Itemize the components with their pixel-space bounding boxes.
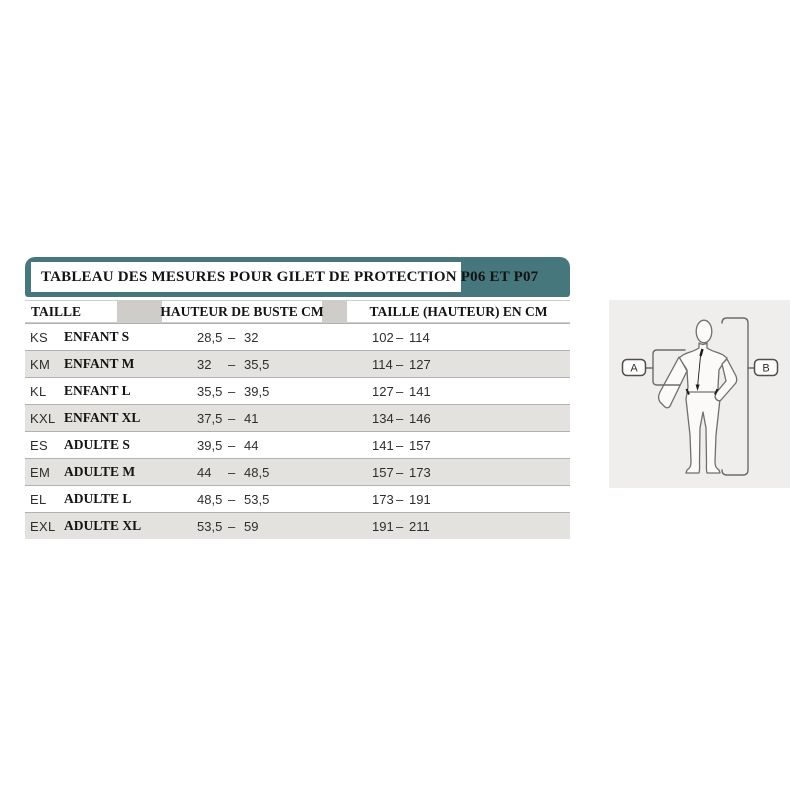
head	[695, 319, 713, 344]
table-row: KS ENFANT S 28,5–32 102–114	[25, 323, 570, 350]
size-name: ADULTE M	[64, 464, 136, 479]
left-arm	[657, 356, 688, 409]
size-name: ENFANT L	[64, 383, 131, 398]
right-arm	[714, 358, 738, 402]
torso-and-legs	[678, 342, 728, 474]
height-range: 157–173	[372, 464, 431, 480]
bust-measure-marks	[685, 348, 719, 395]
table-row: EXL ADULTE XL 53,5–59 191–211	[25, 512, 570, 539]
size-name: ENFANT XL	[64, 410, 141, 425]
bust-range: 39,5–44	[197, 437, 259, 453]
column-header-height: TAILLE (HAUTEUR) EN CM	[347, 301, 570, 322]
table-row: EL ADULTE L 48,5–53,5 173–191	[25, 485, 570, 512]
bust-range: 35,5–39,5	[197, 383, 270, 399]
size-code: ES	[30, 437, 48, 453]
body-measurement-diagram: A B	[621, 317, 779, 476]
chart-header-bar: TABLEAU DES MESURES POUR GILET DE PROTEC…	[25, 257, 570, 297]
size-code: EXL	[30, 518, 56, 534]
height-range: 102–114	[372, 329, 430, 345]
human-silhouette	[657, 319, 738, 474]
table-row: KM ENFANT M 32–35,5 114–127	[25, 350, 570, 377]
height-range: 127–141	[372, 383, 431, 399]
bust-range: 32–35,5	[197, 356, 270, 372]
height-range: 191–211	[372, 518, 430, 534]
label-a-text: A	[630, 363, 638, 375]
table-row: KL ENFANT L 35,5–39,5 127–141	[25, 377, 570, 404]
size-name: ENFANT S	[64, 329, 130, 344]
bracket-a	[644, 349, 686, 386]
chart-title: TABLEAU DES MESURES POUR GILET DE PROTEC…	[41, 268, 539, 285]
label-b-text: B	[762, 363, 769, 375]
size-code: KL	[30, 383, 47, 399]
bust-range: 53,5–59	[197, 518, 259, 534]
label-b-badge: B	[753, 358, 779, 377]
size-code: KM	[30, 356, 51, 372]
bust-range: 37,5–41	[197, 410, 259, 426]
size-chart-table: TABLEAU DES MESURES POUR GILET DE PROTEC…	[25, 257, 570, 539]
height-range: 134–146	[372, 410, 431, 426]
height-range: 173–191	[372, 491, 431, 507]
measurement-diagram-panel: A B	[609, 300, 790, 488]
size-code: EL	[30, 491, 47, 507]
column-header-row: TAILLE HAUTEUR DE BUSTE CM TAILLE (HAUTE…	[25, 300, 570, 323]
table-row: KXL ENFANT XL 37,5–41 134–146	[25, 404, 570, 431]
chart-title-box: TABLEAU DES MESURES POUR GILET DE PROTEC…	[31, 262, 538, 292]
label-a-badge: A	[621, 358, 647, 377]
size-name: ADULTE L	[64, 491, 132, 506]
bust-range: 48,5–53,5	[197, 491, 270, 507]
table-row: EM ADULTE M 44–48,5 157–173	[25, 458, 570, 485]
size-code: KXL	[30, 410, 56, 426]
height-range: 141–157	[372, 437, 431, 453]
column-header-size: TAILLE	[25, 301, 117, 322]
size-code: EM	[30, 464, 51, 480]
bust-range: 28,5–32	[197, 329, 259, 345]
column-header-bust: HAUTEUR DE BUSTE CM	[160, 301, 324, 322]
size-name: ENFANT M	[64, 356, 135, 371]
size-name: ADULTE S	[64, 437, 130, 452]
table-row: ES ADULTE S 39,5–44 141–157	[25, 431, 570, 458]
size-name: ADULTE XL	[64, 518, 142, 533]
bracket-b	[721, 317, 756, 476]
bust-range: 44–48,5	[197, 464, 270, 480]
height-range: 114–127	[372, 356, 431, 372]
size-code: KS	[30, 329, 48, 345]
